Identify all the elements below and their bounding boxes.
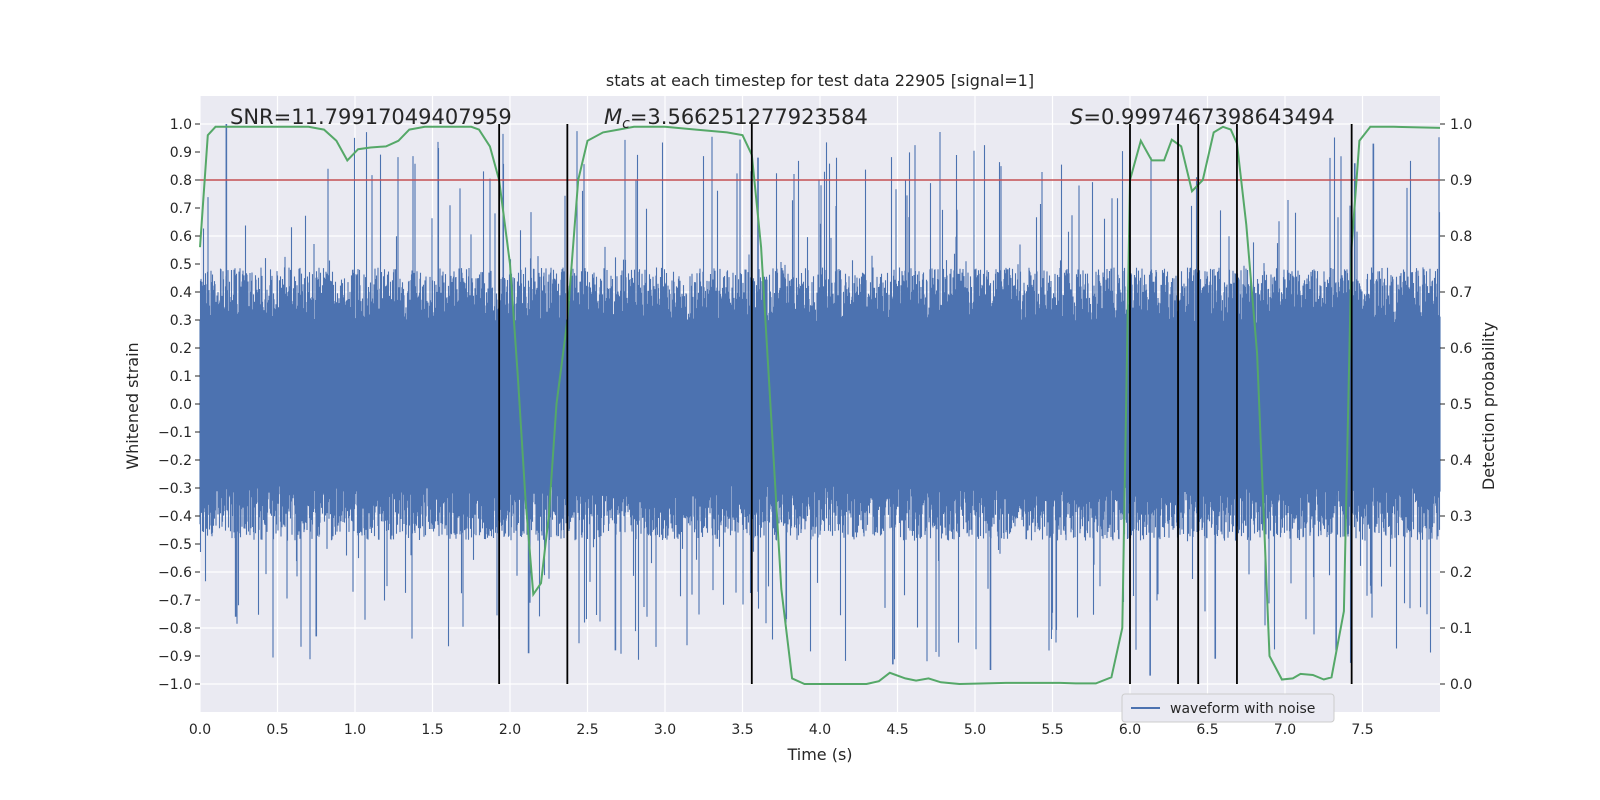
x-axis-label: Time (s) xyxy=(786,745,852,764)
x-tick-label: 2.5 xyxy=(576,722,598,738)
y-tick-label: −0.8 xyxy=(158,621,192,637)
x-tick-label: 0.5 xyxy=(266,722,288,738)
x-tick-label: 7.0 xyxy=(1274,722,1296,738)
chart-title: stats at each timestep for test data 229… xyxy=(606,71,1034,90)
y-tick-label: −1.0 xyxy=(158,677,192,693)
y2-tick-label: 0.3 xyxy=(1450,509,1472,525)
y2-axis-label: Detection probability xyxy=(1479,322,1498,490)
legend-label: waveform with noise xyxy=(1170,701,1315,717)
mc-value: =3.566251277923584 xyxy=(630,105,868,129)
y-axis-label: Whitened strain xyxy=(123,342,142,469)
y-tick-label: −0.3 xyxy=(158,481,192,497)
y-tick-label: −0.1 xyxy=(158,425,192,441)
y-tick-label: 0.9 xyxy=(170,145,192,161)
probability-series xyxy=(199,125,1441,686)
y-tick-label: −0.6 xyxy=(158,565,192,581)
x-tick-label: 5.0 xyxy=(964,722,986,738)
x-tick-label: 6.5 xyxy=(1196,722,1218,738)
x-tick-label: 6.0 xyxy=(1119,722,1141,738)
x-tick-label: 4.0 xyxy=(809,722,831,738)
y-tick-label: 0.4 xyxy=(170,285,192,301)
x-tick-label: 4.5 xyxy=(886,722,908,738)
y-tick-label: 0.8 xyxy=(170,173,192,189)
y2-tick-label: 0.4 xyxy=(1450,453,1472,469)
x-tick-label: 5.5 xyxy=(1041,722,1063,738)
y2-tick-label: 0.8 xyxy=(1450,229,1472,245)
y-tick-label: 0.5 xyxy=(170,257,192,273)
x-tick-label: 1.5 xyxy=(421,722,443,738)
waveform-series xyxy=(199,124,1441,676)
x-tick-label: 2.0 xyxy=(499,722,521,738)
mc-subscript: c xyxy=(622,116,630,132)
chirp-mass-annotation: Mc=3.566251277923584 xyxy=(604,105,868,132)
y2-tick-label: 0.5 xyxy=(1450,397,1472,413)
y-tick-label: 1.0 xyxy=(170,117,192,133)
y-tick-label: 0.3 xyxy=(170,313,192,329)
y-tick-label: 0.6 xyxy=(170,229,192,245)
y-tick-label: 0.2 xyxy=(170,341,192,357)
y-tick-label: −0.9 xyxy=(158,649,192,665)
y-tick-label: 0.1 xyxy=(170,369,192,385)
y2-tick-label: 0.1 xyxy=(1450,621,1472,637)
s-symbol: S xyxy=(1070,105,1083,129)
x-tick-label: 1.0 xyxy=(344,722,366,738)
y-tick-label: 0.0 xyxy=(170,397,192,413)
x-tick-label: 3.0 xyxy=(654,722,676,738)
snr-annotation: SNR=11.79917049407959 xyxy=(230,105,512,129)
event-markers xyxy=(498,124,1353,684)
y2-tick-label: 1.0 xyxy=(1450,117,1472,133)
x-tick-label: 0.0 xyxy=(189,722,211,738)
probability-line xyxy=(199,125,1441,686)
s-annotation: S=0.9997467398643494 xyxy=(1070,105,1335,129)
y-tick-label: 0.7 xyxy=(170,201,192,217)
y-tick-label: −0.4 xyxy=(158,509,192,525)
x-tick-label: 7.5 xyxy=(1351,722,1373,738)
y2-tick-label: 0.2 xyxy=(1450,565,1472,581)
y-tick-label: −0.7 xyxy=(158,593,192,609)
s-value: =0.9997467398643494 xyxy=(1083,105,1334,129)
y2-tick-label: 0.9 xyxy=(1450,173,1472,189)
y2-tick-label: 0.7 xyxy=(1450,285,1472,301)
mc-symbol: M xyxy=(604,105,622,129)
axis-ticks: 0.0 0.5 1.0 1.5 2.0 2.5 3.0 3.5 4.0 4.5 5.0 5.5 6.0 6… xyxy=(158,117,1472,738)
y2-tick-label: 0.0 xyxy=(1450,677,1472,693)
x-tick-label: 3.5 xyxy=(731,722,753,738)
y-tick-label: −0.2 xyxy=(158,453,192,469)
y-tick-label: −0.5 xyxy=(158,537,192,553)
legend-box xyxy=(1121,693,1335,723)
legend: waveform with noise xyxy=(1121,693,1335,723)
y2-tick-label: 0.6 xyxy=(1450,341,1472,357)
